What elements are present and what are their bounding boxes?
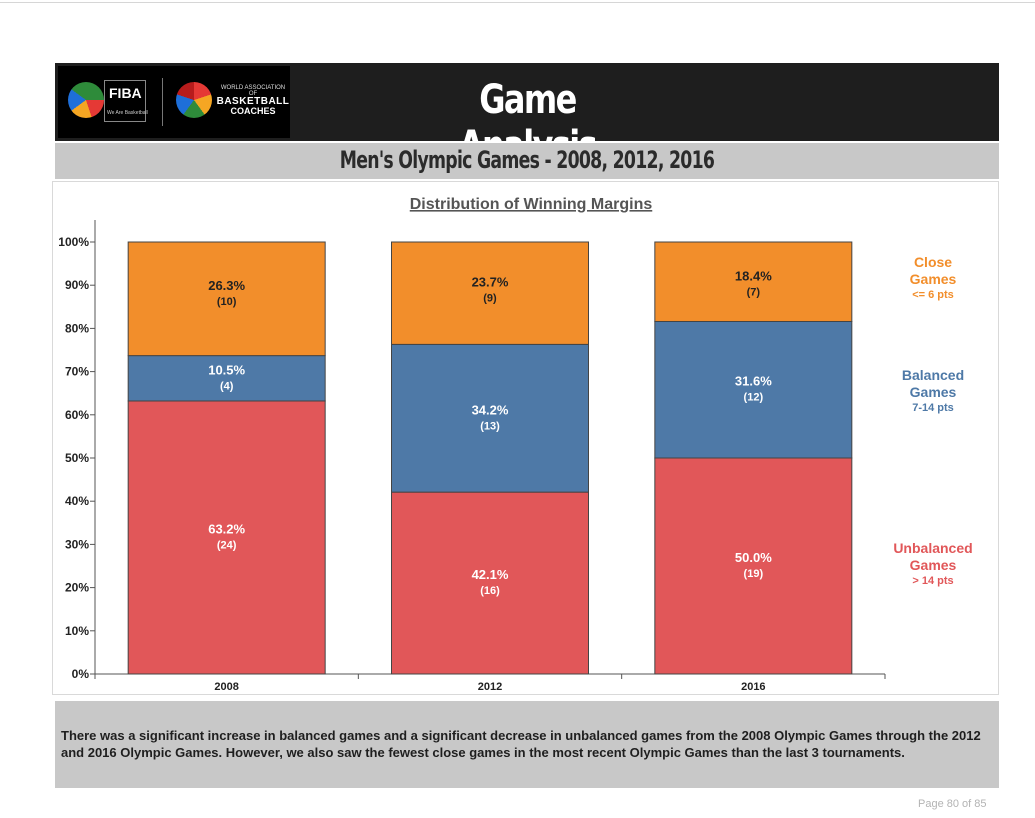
chart-title: Distribution of Winning Margins (410, 196, 653, 213)
data-count-label: (24) (217, 539, 237, 551)
legend-text: Games (910, 271, 957, 287)
data-label: 42.1% (472, 567, 509, 582)
bar-segment (391, 343, 589, 493)
bar-segment (391, 491, 589, 675)
bar-segment (127, 400, 326, 675)
legend-text: Games (910, 557, 957, 573)
data-label: 18.4% (735, 268, 772, 283)
fiba-label: FIBA (109, 85, 142, 101)
legend-text: 7-14 pts (912, 402, 954, 414)
y-tick-label: 70% (65, 365, 89, 379)
y-tick-label: 10% (65, 624, 89, 638)
wabc-ball-logo-icon (176, 82, 212, 118)
legend-text: Balanced (902, 367, 964, 383)
data-count-label: (19) (744, 568, 764, 580)
fiba-logo: FIBA We Are Basketball (104, 80, 148, 122)
data-label: 50.0% (735, 550, 772, 565)
data-count-label: (10) (217, 296, 237, 308)
stacked-bar-chart: Distribution of Winning Margins 0% 10% 20% 3… (58, 196, 972, 693)
fiba-tagline: We Are Basketball (107, 110, 148, 116)
page-subtitle: Men's Olympic Games - 2008, 2012, 2016 (339, 146, 715, 174)
wabc-logo: WORLD ASSOCIATION OF BASKETBALL COACHES (216, 85, 290, 116)
wabc-line1: WORLD ASSOCIATION OF (220, 85, 286, 97)
header-banner: FIBA We Are Basketball WORLD ASSOCIATION… (55, 63, 999, 169)
data-label: 63.2% (208, 521, 245, 536)
data-label: 34.2% (472, 402, 509, 417)
x-tick-label: 2012 (478, 681, 502, 693)
legend-text: <= 6 pts (912, 289, 954, 301)
subtitle-bar: Men's Olympic Games - 2008, 2012, 2016 (55, 143, 999, 179)
y-tick-label: 100% (58, 235, 89, 249)
analysis-note: There was a significant increase in bala… (61, 728, 981, 760)
y-tick-label: 0% (72, 667, 90, 681)
bar-segment (654, 457, 853, 675)
data-label: 23.7% (472, 275, 509, 290)
legend-text: Games (910, 384, 957, 400)
data-label: 10.5% (208, 362, 245, 377)
y-tick-label: 50% (65, 451, 89, 465)
y-tick-label: 60% (65, 408, 89, 422)
page-number: Page 80 of 85 (918, 798, 987, 810)
top-rule (0, 2, 1035, 3)
bar-segment (654, 320, 853, 459)
data-count-label: (12) (744, 392, 764, 404)
fiba-ball-logo-icon (68, 82, 104, 118)
data-count-label: (4) (220, 380, 234, 392)
legend-text: Unbalanced (893, 540, 972, 556)
logo-divider (162, 78, 163, 126)
logos: FIBA We Are Basketball WORLD ASSOCIATION… (58, 66, 290, 138)
legend-text: Close (914, 254, 952, 270)
data-label: 26.3% (208, 278, 245, 293)
y-tick-label: 20% (65, 581, 89, 595)
legend-text: > 14 pts (912, 575, 953, 587)
y-tick-label: 30% (65, 537, 89, 551)
x-tick-label: 2008 (214, 681, 238, 693)
x-tick-label: 2016 (741, 681, 765, 693)
wabc-line2: BASKETBALL (216, 96, 290, 107)
data-count-label: (7) (747, 286, 761, 298)
y-tick-label: 90% (65, 278, 89, 292)
y-tick-label: 80% (65, 321, 89, 335)
data-label: 31.6% (735, 374, 772, 389)
bar-segment (391, 241, 589, 345)
bar-segment (127, 241, 326, 357)
data-count-label: (9) (483, 293, 497, 305)
data-count-label: (13) (480, 420, 500, 432)
chart-panel: Distribution of Winning Margins 0% 10% 20% 3… (52, 181, 999, 695)
bar-segment (654, 241, 853, 322)
wabc-line3: COACHES (230, 106, 276, 116)
data-count-label: (16) (480, 585, 500, 597)
note-box: There was a significant increase in bala… (55, 701, 999, 788)
y-tick-label: 40% (65, 494, 89, 508)
bar-segment (127, 355, 326, 402)
